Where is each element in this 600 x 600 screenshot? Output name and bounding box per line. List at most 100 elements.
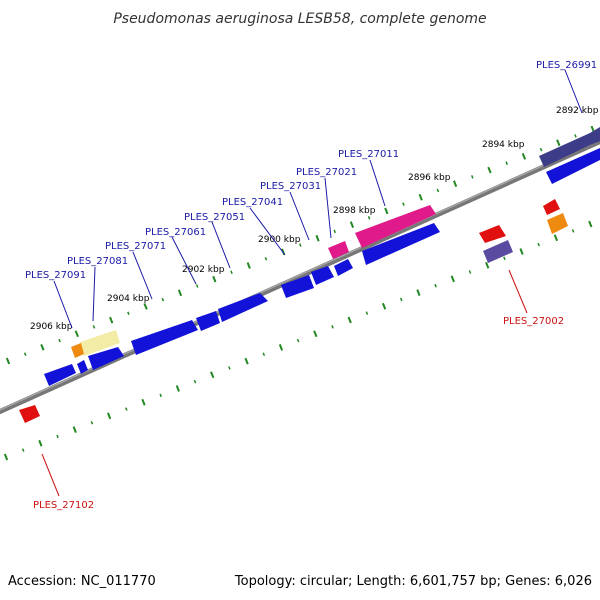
- upper-tick: [127, 311, 130, 315]
- topology-text: Topology: circular; Length: 6,601,757 bp…: [234, 574, 592, 589]
- upper-tick: [418, 193, 423, 201]
- gene-feature-red-27102[interactable]: [19, 405, 40, 423]
- lower-tick: [519, 248, 524, 255]
- gene-feature-dark-purple[interactable]: [539, 127, 600, 167]
- gene-label-27011[interactable]: PLES_27011: [338, 149, 399, 160]
- upper-tick: [315, 234, 320, 242]
- gene-feature-orange-2[interactable]: [547, 213, 568, 234]
- forward-strand-features: [71, 127, 600, 358]
- cds-blue-2[interactable]: [362, 223, 440, 265]
- lower-tick: [296, 338, 300, 343]
- gene-feature-red-1[interactable]: [543, 199, 560, 215]
- leader-27011: [369, 159, 386, 207]
- label-leaders-reverse: [41, 269, 528, 497]
- upper-tick: [40, 344, 45, 351]
- lower-tick: [244, 357, 249, 365]
- gene-label-27071[interactable]: PLES_27071: [105, 241, 166, 252]
- upper-tick: [264, 256, 268, 261]
- lower-tick: [228, 366, 231, 370]
- cds-blue-1[interactable]: [546, 148, 600, 184]
- leader-27102: [41, 453, 60, 497]
- tick-label-2904: 2904 kbp: [107, 294, 150, 304]
- gene-label-26991[interactable]: PLES_26991: [536, 60, 597, 71]
- gene-label-27091[interactable]: PLES_27091: [25, 270, 86, 281]
- upper-tick: [109, 316, 114, 324]
- cds-blue-7[interactable]: [196, 311, 220, 331]
- lower-tick: [485, 261, 490, 269]
- tick-track-upper: [5, 125, 595, 365]
- gene-label-27081[interactable]: PLES_27081: [67, 256, 128, 267]
- upper-tick: [161, 297, 165, 302]
- cds-blue-3[interactable]: [334, 259, 353, 276]
- upper-tick: [58, 338, 61, 343]
- lower-tick: [175, 385, 180, 392]
- cds-blue-9[interactable]: [88, 347, 124, 370]
- gene-feature-purple-27002[interactable]: [483, 240, 513, 263]
- cds-blue-4[interactable]: [311, 266, 334, 285]
- lower-tick: [90, 421, 94, 425]
- reverse-strand-features: [19, 199, 568, 423]
- gene-feature-red-2[interactable]: [479, 225, 506, 243]
- reverse-gene-labels: PLES_27002 PLES_27102: [33, 316, 564, 511]
- lower-tick: [553, 234, 559, 242]
- gene-feature-orange[interactable]: [71, 343, 84, 358]
- upper-tick: [143, 303, 148, 310]
- upper-tick: [230, 270, 233, 275]
- tick-label-2894: 2894 kbp: [482, 140, 525, 150]
- lower-tick: [106, 412, 112, 420]
- gene-label-27102[interactable]: PLES_27102: [33, 500, 94, 511]
- upper-tick: [177, 289, 183, 297]
- lower-tick: [313, 330, 318, 338]
- lower-tick: [537, 242, 540, 247]
- upper-tick: [367, 216, 371, 220]
- map-title: Pseudomonas aeruginosa LESB58, complete …: [113, 11, 486, 27]
- cds-blue-10[interactable]: [77, 360, 88, 374]
- leader-26991: [564, 69, 583, 114]
- lower-tick: [278, 344, 284, 351]
- upper-tick: [521, 153, 527, 160]
- cds-blue-5[interactable]: [281, 275, 314, 298]
- cds-blue-11[interactable]: [44, 364, 76, 386]
- leader-27041: [249, 207, 286, 256]
- lower-tick: [434, 283, 437, 288]
- upper-tick: [195, 284, 199, 288]
- gene-label-27041[interactable]: PLES_27041: [222, 197, 283, 208]
- leader-27061: [171, 236, 197, 285]
- leader-27091: [53, 280, 73, 329]
- upper-tick: [574, 134, 577, 138]
- lower-tick: [399, 297, 403, 302]
- tick-track-lower: [3, 220, 593, 461]
- cds-track: [44, 148, 600, 386]
- gene-label-27031[interactable]: PLES_27031: [260, 181, 321, 192]
- gene-label-27021[interactable]: PLES_27021: [296, 167, 357, 178]
- lower-tick: [468, 270, 472, 274]
- upper-tick: [539, 147, 543, 152]
- upper-tick: [74, 330, 79, 338]
- gene-feature-pale-yellow[interactable]: [80, 330, 120, 356]
- leader-27002: [508, 269, 528, 314]
- accession-text: Accession: NC_011770: [8, 574, 156, 589]
- upper-tick: [92, 325, 96, 329]
- lower-tick: [125, 407, 128, 411]
- cds-blue-6[interactable]: [218, 293, 268, 322]
- gene-feature-pink-27011[interactable]: [355, 205, 436, 248]
- lower-tick: [503, 256, 506, 261]
- tick-label-2900: 2900 kbp: [258, 235, 301, 245]
- lower-tick: [159, 393, 162, 398]
- lower-tick: [72, 426, 77, 433]
- upper-tick: [505, 161, 508, 165]
- gene-label-27061[interactable]: PLES_27061: [145, 227, 206, 238]
- upper-tick: [333, 229, 337, 234]
- tick-label-2902: 2902 kbp: [182, 265, 225, 275]
- upper-tick: [402, 202, 405, 206]
- upper-tick: [5, 357, 11, 365]
- gene-label-27051[interactable]: PLES_27051: [184, 212, 245, 223]
- leader-27071: [132, 251, 153, 300]
- tick-label-2892: 2892 kbp: [556, 106, 599, 116]
- gene-feature-pink-27021[interactable]: [328, 241, 349, 259]
- upper-tick: [471, 175, 474, 179]
- upper-tick: [349, 221, 355, 228]
- cds-blue-8[interactable]: [131, 320, 198, 355]
- lower-tick: [3, 453, 9, 461]
- gene-label-27002[interactable]: PLES_27002: [503, 316, 564, 327]
